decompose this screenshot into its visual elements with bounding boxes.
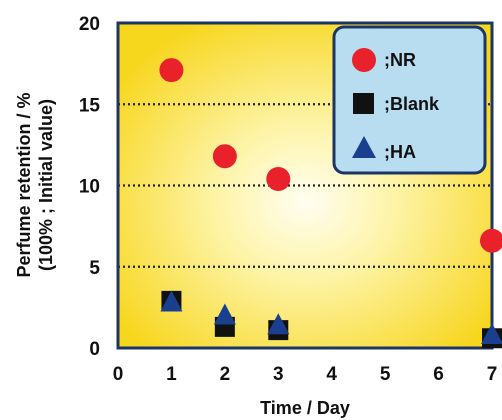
y-axis-label-line-1: Perfume retention / % [14,92,34,277]
y-axis-label: Perfume retention / % (100% ; Initial va… [14,92,56,277]
legend-ha-label: ;HA [384,142,416,162]
x-tick-6: 6 [433,364,444,385]
y-tick-10: 10 [79,177,100,198]
x-tick-labels: 0 1 2 3 4 5 6 7 [113,364,498,385]
nr-point-day-3 [266,167,291,191]
legend-ha-marker [352,136,376,158]
plot-frame [116,21,494,350]
nr-point-day-2 [212,144,237,169]
ha-point-day-2 [213,303,236,325]
y-axis-label-line-2: (100% ; Initial value) [36,99,56,271]
data-marks [159,58,502,349]
ha-point-day-3 [267,313,290,335]
x-tick-3: 3 [273,364,284,385]
x-axis-label: Time / Day [260,398,350,418]
x-tick-2: 2 [220,364,231,385]
y-tick-0: 0 [89,339,100,360]
nr-point-day-7 [480,228,502,253]
x-tick-7: 7 [487,364,498,385]
x-tick-0: 0 [113,364,124,385]
y-tick-labels: 0 5 10 15 20 [79,14,101,360]
x-tick-5: 5 [380,364,391,385]
legend-nr-label: ;NR [384,50,416,70]
ha-point-day-1 [160,290,183,312]
legend-blank-label: ;Blank [384,94,440,114]
legend: ;NR ;Blank ;HA [332,25,487,175]
x-tick-4: 4 [326,364,337,385]
x-tick-1: 1 [166,364,177,385]
y-tick-20: 20 [79,14,100,35]
ha-point-day-7 [481,323,502,344]
legend-blank-marker [353,93,374,114]
y-tick-15: 15 [79,95,101,116]
nr-point-day-1 [159,58,184,83]
legend-nr-marker [352,48,376,72]
y-tick-5: 5 [89,258,100,279]
